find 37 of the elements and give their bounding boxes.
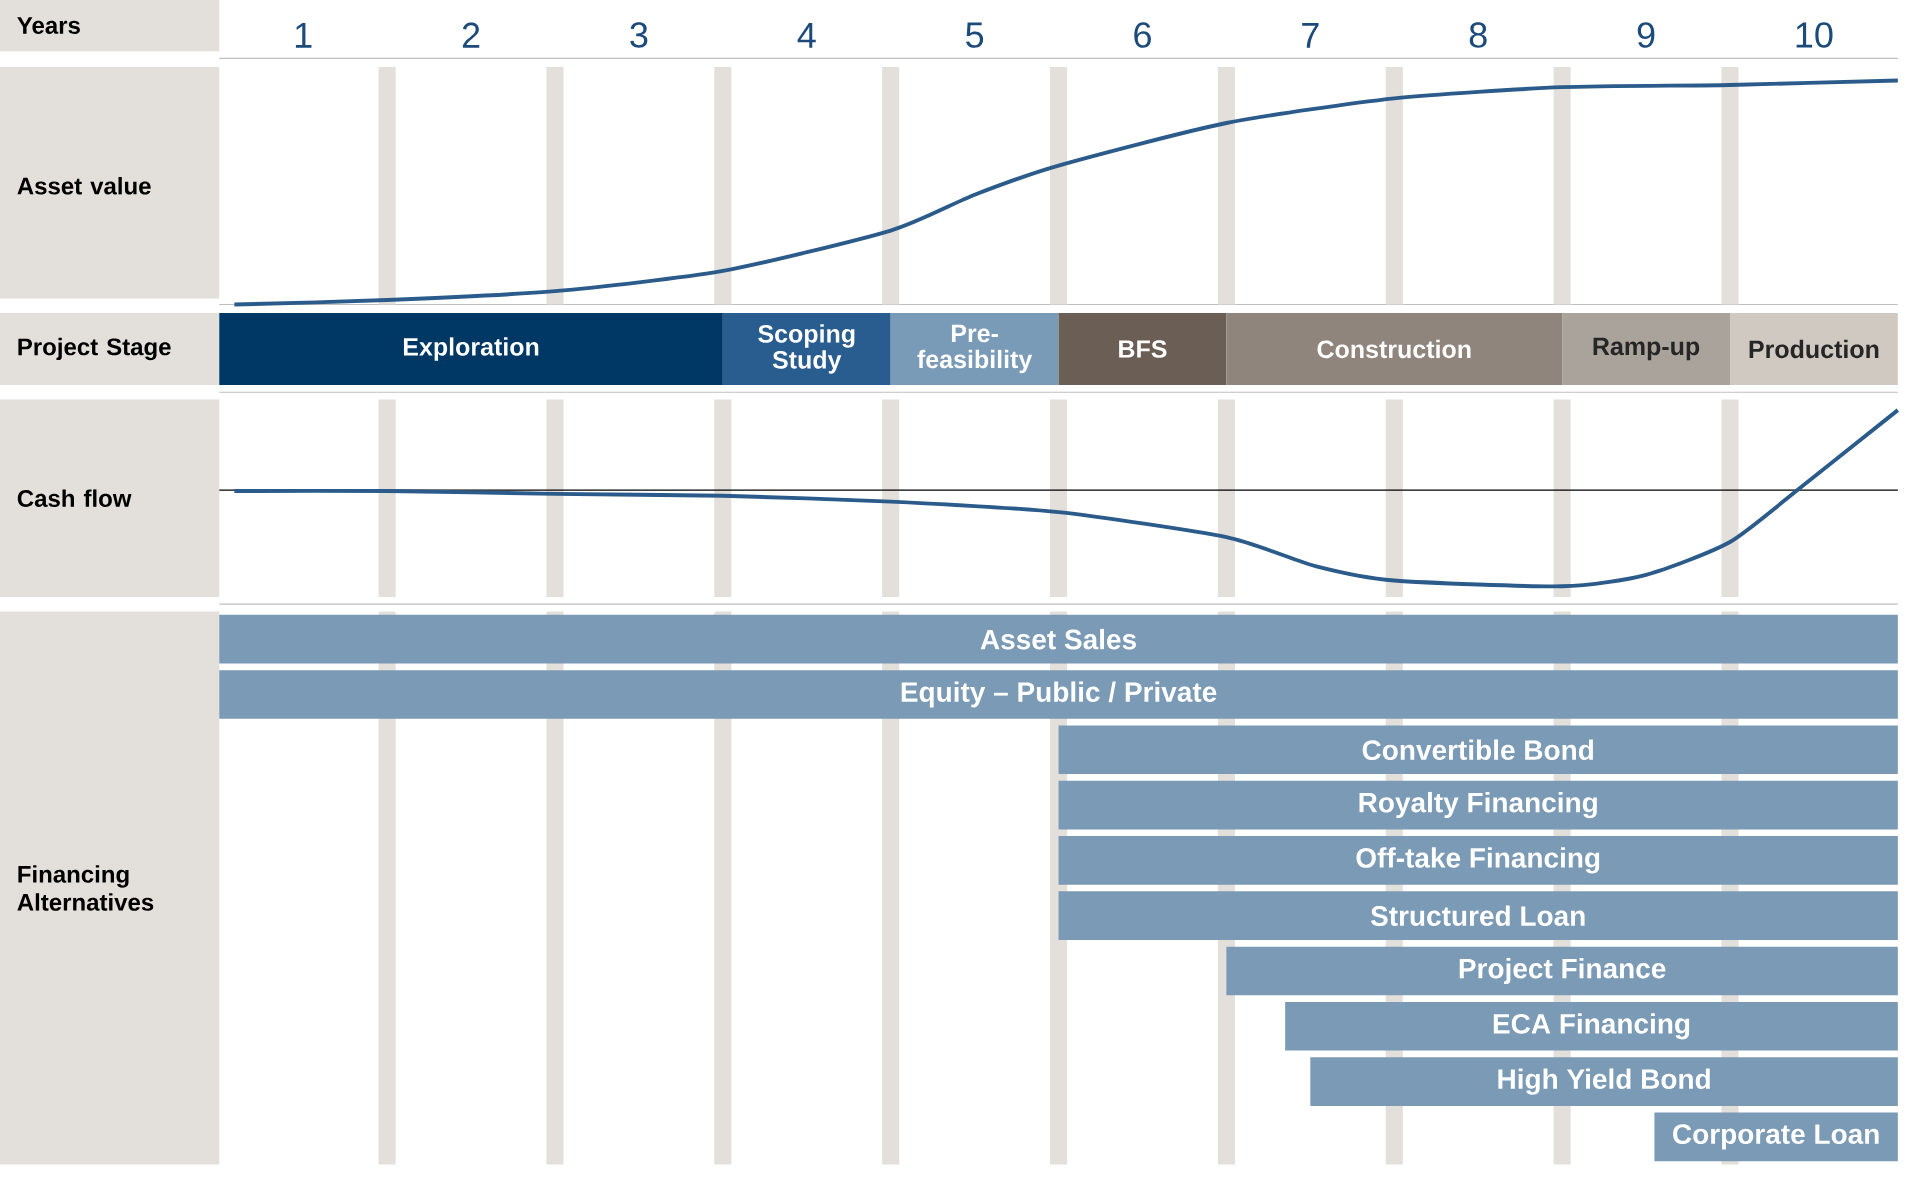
series-label: BFS bbox=[1119, 340, 1167, 358]
series-label: Construction bbox=[1317, 339, 1471, 359]
series-label: Scoping Study bbox=[758, 324, 855, 374]
y-axis-title: Project Stage bbox=[18, 337, 171, 361]
series-label: Pre-feasibility bbox=[917, 324, 1033, 374]
x-tick-label: 10 bbox=[1796, 22, 1833, 48]
y-tick-label: Royalty Financing bbox=[1359, 791, 1597, 819]
x-tick-label: 4 bbox=[797, 22, 816, 48]
y-tick-label: High Yield Bond bbox=[1498, 1068, 1710, 1095]
x-axis-title: Years bbox=[17, 17, 80, 34]
x-tick-label: 2 bbox=[462, 22, 480, 48]
y-tick-label: Structured Loan bbox=[1370, 905, 1585, 926]
y-axis-title: Financing Alternatives bbox=[17, 865, 154, 911]
y-tick-label: Off-take Financing bbox=[1356, 847, 1600, 874]
y-tick-label: Project Finance bbox=[1459, 957, 1666, 984]
x-tick-label: 8 bbox=[1469, 22, 1487, 48]
y-axis-title: Asset value bbox=[17, 176, 151, 195]
series-label: Exploration bbox=[403, 337, 539, 361]
x-tick-label: 9 bbox=[1637, 22, 1655, 48]
y-tick-label: Corporate Loan bbox=[1673, 1124, 1879, 1150]
bar bbox=[1058, 312, 1227, 385]
x-tick-label: 5 bbox=[966, 22, 984, 48]
x-tick-label: 1 bbox=[295, 22, 312, 48]
x-tick-label: 6 bbox=[1134, 22, 1151, 48]
series-label: Production bbox=[1749, 339, 1879, 359]
x-tick-label: 3 bbox=[630, 22, 648, 48]
y-tick-label: Equity – Public / Private bbox=[901, 681, 1217, 708]
y-tick-label: ECA Financing bbox=[1493, 1013, 1690, 1040]
x-tick-label: 7 bbox=[1302, 22, 1319, 48]
y-tick-label: Asset Sales bbox=[980, 628, 1136, 650]
bar bbox=[1226, 312, 1563, 385]
series-label: Ramp-up bbox=[1593, 337, 1700, 361]
y-axis-title: Cash flow bbox=[17, 489, 132, 507]
bar bbox=[1729, 312, 1898, 385]
y-tick-label: Convertible Bond bbox=[1362, 739, 1594, 760]
bar bbox=[890, 312, 1059, 385]
bar bbox=[1562, 312, 1730, 385]
